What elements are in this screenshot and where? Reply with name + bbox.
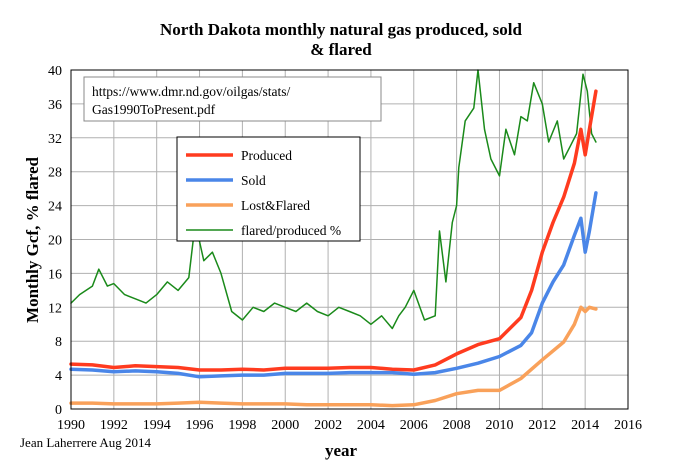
x-tick-label: 1992 [100,418,128,433]
legend: Produced Sold Lost&Flared flared/produced % [176,136,361,242]
x-tick-label: 1998 [228,418,256,433]
y-tick-labels: 0 4 8 12 16 20 24 28 32 36 40 [48,64,62,418]
source-line1: https://www.dmr.nd.gov/oilgas/stats/ [92,84,291,99]
y-axis-label: Monthly Gcf, % flared [23,157,42,323]
legend-label: Produced [241,148,292,163]
credit-text: Jean Laherrere Aug 2014 [20,435,152,450]
x-tick-label: 2008 [443,418,471,433]
y-tick-label: 40 [48,64,62,79]
x-tick-label: 2006 [400,418,428,433]
series-line-produced [69,89,598,372]
y-tick-label: 12 [48,301,62,316]
chart-title-line1: North Dakota monthly natural gas produce… [160,20,522,39]
x-tick-label: 2010 [485,418,513,433]
y-tick-label: 0 [55,403,62,418]
x-tick-label: 2002 [314,418,342,433]
legend-label: flared/produced % [241,223,341,238]
x-tick-label: 1994 [143,418,171,433]
source-box: https://www.dmr.nd.gov/oilgas/stats/ Gas… [83,76,382,122]
series-line-sold [69,191,598,379]
series-line-lost-flared [69,305,598,408]
chart-title-line2: & flared [310,40,372,59]
x-tick-labels: 1990 1992 1994 1996 1998 2000 2002 2004 2006 2008… [57,418,642,433]
legend-label: Sold [241,173,266,188]
legend-label: Lost&Flared [241,198,310,213]
x-tick-label: 2004 [357,418,385,433]
y-tick-label: 4 [55,369,62,384]
y-tick-label: 16 [48,267,62,282]
x-tick-label: 2014 [571,418,599,433]
series-line-flared-produced- [70,69,597,330]
y-tick-label: 20 [48,234,62,249]
axes [70,69,629,410]
y-tick-label: 24 [48,200,62,215]
x-tick-label: 1990 [57,418,85,433]
x-tick-label: 1996 [186,418,214,433]
x-tick-label: 2000 [271,418,299,433]
plot-frame [70,69,629,410]
y-tick-label: 28 [48,166,62,181]
y-tick-label: 36 [48,98,62,113]
x-axis-label: year [325,441,358,460]
y-tick-label: 32 [48,132,62,147]
x-tick-label: 2012 [528,418,556,433]
x-tick-label: 2016 [614,418,642,433]
y-tick-label: 8 [55,335,62,350]
source-line2: Gas1990ToPresent.pdf [92,102,216,117]
series-group [69,69,598,408]
